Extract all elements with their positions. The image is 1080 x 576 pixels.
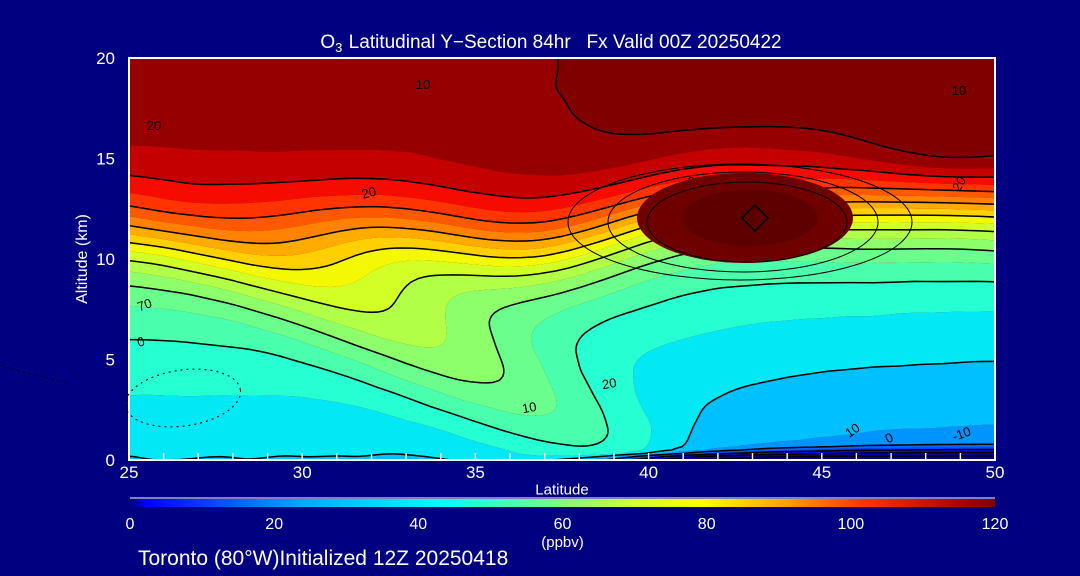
svg-text:50: 50 xyxy=(986,463,1005,482)
svg-text:25: 25 xyxy=(120,463,139,482)
svg-text:Toronto (80°W)Initialized 12Z: Toronto (80°W)Initialized 12Z 20250418 xyxy=(138,547,508,570)
svg-text:0: 0 xyxy=(126,516,135,533)
svg-text:120: 120 xyxy=(982,516,1009,533)
svg-text:20: 20 xyxy=(949,174,969,194)
svg-text:15: 15 xyxy=(96,150,115,169)
svg-text:40: 40 xyxy=(409,516,427,533)
svg-text:(ppbv): (ppbv) xyxy=(541,534,584,551)
svg-text:-10: -10 xyxy=(950,424,973,445)
svg-text:10: 10 xyxy=(521,399,538,416)
svg-text:20: 20 xyxy=(601,375,618,392)
svg-text:70: 70 xyxy=(135,295,154,314)
svg-text:Latitude: Latitude xyxy=(535,482,588,499)
svg-text:100: 100 xyxy=(837,516,864,533)
svg-text:20: 20 xyxy=(265,516,283,533)
svg-text:20: 20 xyxy=(360,184,378,202)
svg-text:45: 45 xyxy=(812,463,831,482)
svg-text:60: 60 xyxy=(554,516,572,533)
svg-text:0: 0 xyxy=(883,430,896,447)
svg-text:20: 20 xyxy=(147,118,161,133)
svg-text:10: 10 xyxy=(96,250,115,269)
svg-text:5: 5 xyxy=(106,351,115,370)
svg-text:10: 10 xyxy=(416,77,430,92)
svg-text:35: 35 xyxy=(466,463,485,482)
svg-text:0: 0 xyxy=(106,451,115,470)
svg-text:Altitude (km): Altitude (km) xyxy=(74,214,91,304)
svg-text:20: 20 xyxy=(96,49,115,68)
svg-text:40: 40 xyxy=(639,463,658,482)
svg-text:10: 10 xyxy=(952,83,966,98)
svg-text:30: 30 xyxy=(293,463,312,482)
svg-text:80: 80 xyxy=(698,516,716,533)
svg-text:10: 10 xyxy=(842,420,862,441)
svg-text:O3 Latitudinal Y−Section 84hr: O3 Latitudinal Y−Section 84hr Fx Valid 0… xyxy=(320,32,781,55)
svg-text:0: 0 xyxy=(135,333,146,349)
